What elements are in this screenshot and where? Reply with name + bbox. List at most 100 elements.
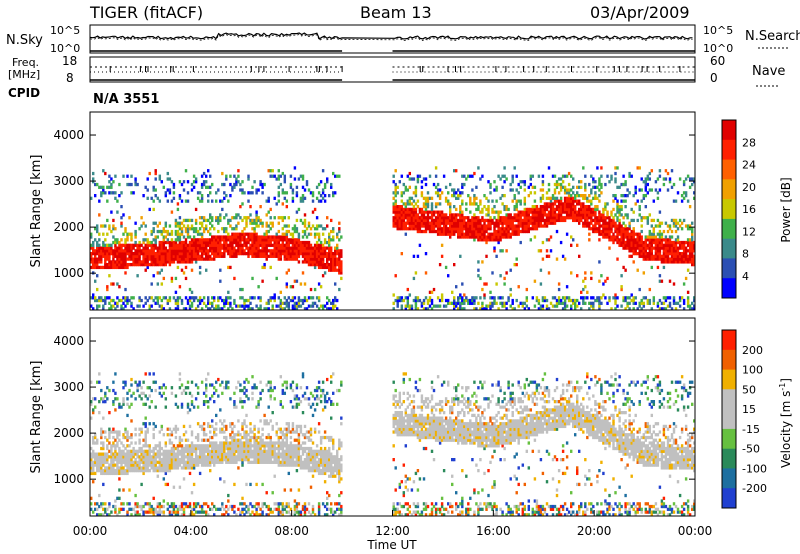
- heat-cell: [259, 298, 262, 303]
- heat-cell: [400, 213, 404, 217]
- heat-cell: [479, 227, 482, 231]
- heat-cell: [275, 202, 278, 206]
- heat-cell: [190, 243, 194, 247]
- heat-cell: [578, 213, 581, 217]
- heat-cell: [426, 205, 430, 209]
- heat-cell: [416, 224, 420, 228]
- heat-cell: [267, 298, 270, 303]
- heat-cell: [243, 252, 246, 256]
- heat-cell: [555, 213, 559, 217]
- heat-cell: [523, 224, 527, 228]
- heat-cell: [656, 243, 660, 247]
- heat-cell: [525, 296, 529, 300]
- heat-cell: [422, 202, 426, 206]
- heat-cell: [658, 238, 662, 242]
- heat-cell: [326, 301, 329, 305]
- heat-cell: [420, 216, 424, 220]
- heat-cell: [144, 430, 147, 434]
- heat-cell: [108, 307, 111, 310]
- heat-cell: [253, 227, 256, 231]
- heat-cell: [162, 307, 166, 310]
- heat-cell: [658, 232, 662, 236]
- heat-cell: [243, 249, 246, 253]
- heat-cell: [678, 298, 682, 303]
- heat-cell: [241, 191, 244, 195]
- heat-cell: [505, 235, 508, 239]
- heat-cell: [503, 180, 506, 184]
- heat-cell: [672, 182, 676, 187]
- heat-cell: [338, 271, 341, 275]
- heat-cell: [469, 202, 472, 206]
- heat-cell: [394, 199, 397, 203]
- heat-cell: [150, 400, 153, 404]
- heat-cell: [156, 246, 160, 250]
- heat-cell: [624, 227, 627, 231]
- heat-cell: [406, 287, 410, 292]
- heat-cell: [124, 287, 127, 292]
- heat-cell: [682, 257, 686, 261]
- heat-cell: [444, 213, 448, 217]
- heat-cell: [453, 304, 456, 308]
- heat-cell: [194, 243, 198, 247]
- heat-cell: [616, 296, 619, 300]
- heat-cell: [168, 298, 172, 303]
- heat-cell: [489, 224, 492, 228]
- heat-cell: [636, 199, 639, 203]
- heat-cell: [200, 307, 204, 310]
- heat-cell: [422, 224, 426, 228]
- colorbar-cell: [722, 218, 736, 240]
- heat-cell: [144, 502, 147, 506]
- heat-cell: [483, 296, 486, 300]
- heat-cell: [543, 224, 547, 228]
- heat-cell: [666, 224, 670, 228]
- heat-cell: [162, 252, 166, 256]
- heat-cell: [283, 296, 287, 300]
- heat-cell: [104, 430, 107, 434]
- heat-cell: [164, 229, 168, 234]
- heat-cell: [578, 207, 581, 212]
- heat-cell: [126, 249, 129, 253]
- heat-cell: [465, 227, 468, 231]
- heat-cell: [509, 221, 512, 225]
- heat-cell: [424, 216, 428, 220]
- heat-cell: [497, 229, 500, 234]
- heat-cell: [297, 252, 301, 256]
- heat-cell: [610, 213, 613, 217]
- heat-cell: [537, 298, 541, 303]
- heat-cell: [565, 210, 569, 214]
- heat-cell: [158, 252, 162, 256]
- heat-cell: [265, 252, 268, 256]
- heat-cell: [116, 210, 119, 214]
- heat-cell: [436, 229, 440, 234]
- heat-cell: [404, 307, 408, 310]
- heat-cell: [434, 218, 438, 223]
- heat-cell: [158, 199, 162, 203]
- heat-cell: [551, 216, 555, 220]
- heat-cell: [108, 430, 111, 434]
- heat-cell: [412, 221, 416, 225]
- heat-cell: [503, 218, 506, 223]
- heat-cell: [217, 296, 220, 300]
- heat-cell: [457, 224, 460, 228]
- heat-cell: [513, 216, 516, 220]
- heat-cell: [594, 205, 597, 209]
- cpid-label: CPID: [8, 86, 40, 100]
- heat-cell: [620, 194, 623, 198]
- heat-cell: [334, 191, 337, 195]
- heat-cell: [221, 252, 224, 256]
- heat-cell: [672, 301, 676, 305]
- heat-cell: [211, 235, 214, 239]
- heat-cell: [253, 221, 256, 225]
- heat-cell: [658, 188, 662, 192]
- heat-cell: [517, 210, 520, 214]
- heat-cell: [271, 221, 274, 225]
- heat-cell: [582, 224, 585, 228]
- heat-cell: [202, 252, 206, 256]
- heat-cell: [198, 301, 202, 305]
- heat-cell: [227, 235, 230, 239]
- heat-cell: [225, 213, 228, 217]
- heat-cell: [481, 207, 484, 212]
- heat-cell: [178, 232, 182, 236]
- heat-cell: [305, 235, 309, 239]
- heat-cell: [128, 449, 131, 453]
